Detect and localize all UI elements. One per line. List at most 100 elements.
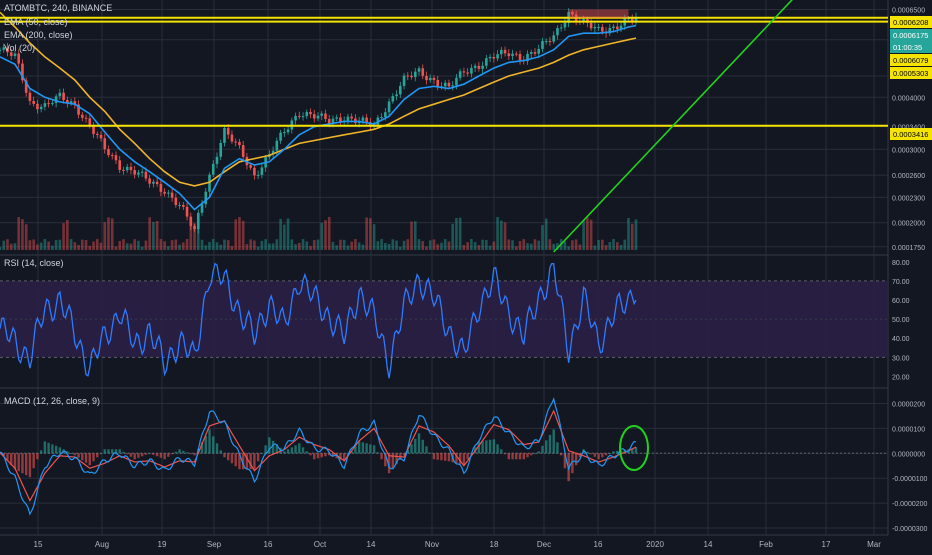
rsi-tick-label: 60.00 — [892, 298, 910, 305]
candle-body — [514, 53, 518, 55]
price-tick-label: 0.0001750 — [892, 245, 925, 252]
macd-histogram-bar — [447, 453, 451, 462]
volume-bar — [122, 239, 125, 250]
volume-bar — [458, 217, 462, 250]
macd-histogram-bar — [51, 444, 54, 454]
candle-body — [410, 75, 413, 78]
price-badge-bg — [890, 67, 932, 79]
volume-bar — [571, 240, 574, 250]
price-badge-bg — [890, 16, 932, 28]
macd-histogram-bar — [32, 453, 35, 469]
candle-body — [294, 115, 297, 121]
macd-highlight-circle — [619, 425, 649, 471]
volume-bar — [627, 218, 630, 250]
price-tick-label: 0.0002300 — [892, 195, 925, 202]
price-tick-label: 0.0004000 — [892, 95, 925, 102]
volume-bar — [354, 239, 357, 250]
candle-body — [548, 41, 552, 43]
macd-histogram-bar — [286, 449, 290, 454]
volume-bar — [514, 246, 518, 250]
volume-bar — [84, 240, 88, 250]
volume-bar — [425, 246, 428, 250]
candle-body — [196, 212, 200, 230]
candle-body — [331, 118, 335, 124]
macd-histogram-bar — [361, 442, 365, 454]
price-badge-bg — [890, 41, 932, 53]
volume-bar — [159, 239, 163, 250]
macd-histogram-bar — [230, 453, 234, 464]
macd-histogram-bar — [234, 453, 237, 467]
time-tick-label: 16 — [264, 540, 273, 549]
candle-body — [537, 48, 541, 54]
volume-bar — [36, 244, 39, 250]
volume-bar — [623, 239, 627, 250]
candle-body — [110, 155, 114, 157]
volume-bar — [77, 244, 80, 250]
candle-body — [0, 49, 2, 51]
macd-histogram-bar — [556, 442, 559, 454]
candle-body — [451, 85, 454, 87]
volume-bar — [601, 239, 604, 250]
candle-body — [436, 80, 440, 87]
candle-body — [297, 115, 301, 117]
macd-histogram-bar — [178, 449, 181, 454]
candle-body — [39, 106, 43, 110]
price-tick-label: 0.0003000 — [892, 147, 925, 154]
time-tick-label: 15 — [34, 540, 43, 549]
macd-histogram-bar — [631, 448, 634, 454]
macd-histogram-bar — [148, 453, 151, 455]
candle-body — [167, 192, 170, 194]
candle-body — [428, 77, 432, 81]
candle-body — [215, 156, 219, 164]
volume-bar — [271, 243, 275, 250]
candle-body — [144, 171, 148, 179]
volume-bar — [421, 241, 425, 250]
candle-body — [21, 63, 24, 81]
macd-histogram-bar — [69, 453, 73, 455]
volume-bar — [185, 239, 189, 250]
macd-histogram-bar — [432, 453, 436, 460]
macd-histogram-bar — [17, 453, 20, 472]
macd-histogram-bar — [533, 453, 537, 455]
volume-bar — [324, 220, 327, 250]
volume-bar — [395, 240, 398, 250]
macd-histogram-bar — [354, 446, 357, 454]
macd-histogram-bar — [81, 453, 84, 461]
volume-bar — [62, 223, 65, 250]
rsi-tick-label: 30.00 — [892, 355, 910, 362]
price-badge-text: 0.0006079 — [893, 56, 928, 65]
candle-body — [384, 112, 387, 118]
volume-bar — [163, 241, 166, 250]
volume-bar — [597, 239, 600, 250]
candle-body — [9, 52, 13, 56]
candle-body — [335, 117, 339, 119]
volume-bar — [137, 240, 140, 250]
candle-body — [253, 167, 256, 176]
volume-bar — [211, 239, 215, 250]
volume-bar — [223, 239, 226, 250]
macd-histogram-bar — [563, 453, 567, 469]
volume-bar — [9, 243, 13, 250]
candle-body — [365, 117, 368, 123]
candle-body — [47, 103, 50, 105]
volume-bar — [462, 244, 466, 250]
volume-bar — [99, 242, 103, 250]
macd-histogram-bar — [623, 449, 626, 454]
candle-body — [533, 52, 537, 54]
macd-histogram-bar — [440, 453, 443, 461]
volume-bar — [619, 244, 623, 250]
time-tick-label: 17 — [822, 540, 831, 549]
volume-bar — [342, 239, 346, 250]
macd-histogram-bar — [541, 445, 544, 454]
volume-bar — [204, 245, 208, 250]
volume-bar — [148, 217, 151, 250]
volume-bar — [73, 242, 77, 250]
candle-body — [320, 113, 324, 116]
macd-histogram-bar — [24, 453, 28, 476]
time-tick-label: 14 — [367, 540, 376, 549]
macd-histogram-bar — [616, 450, 619, 454]
macd-histogram-bar — [350, 451, 353, 454]
candle-body — [99, 134, 103, 139]
macd-histogram-bar — [417, 433, 421, 454]
volume-bar — [477, 245, 481, 250]
